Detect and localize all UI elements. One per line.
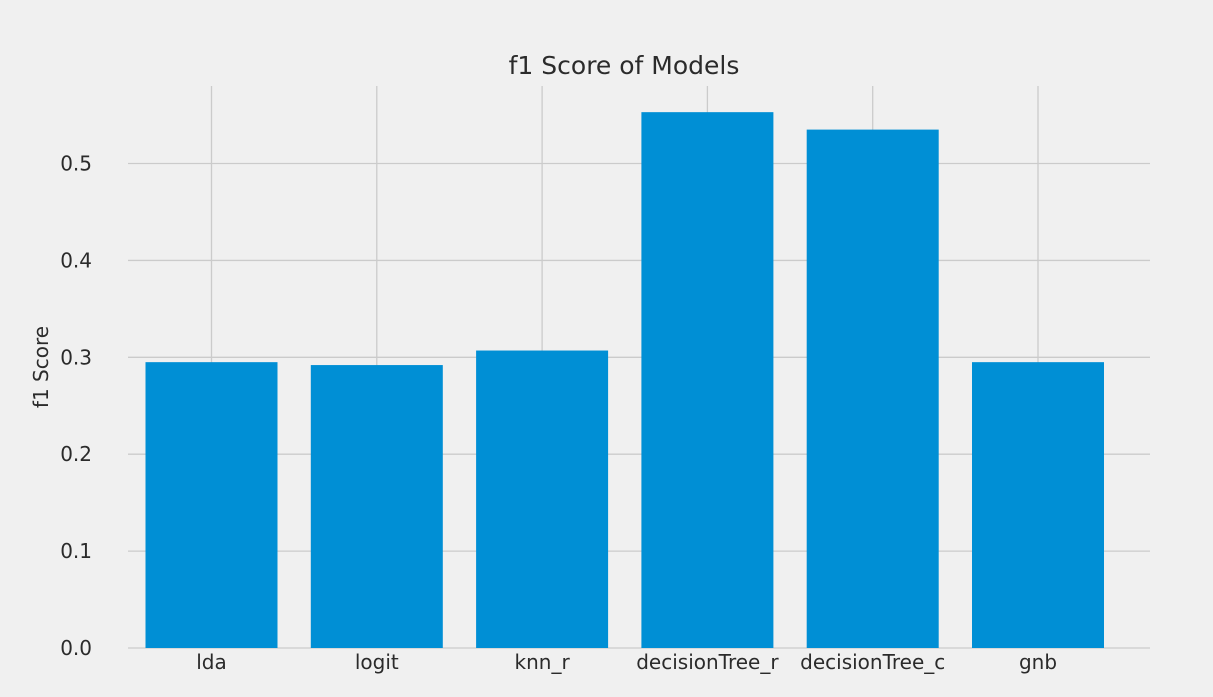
bar-gnb [972, 362, 1104, 648]
bar-decisionTree_r [641, 112, 774, 649]
bar-layer [145, 112, 1104, 649]
y-tick-label: 0.2 [60, 442, 92, 466]
chart-title: f1 Score of Models [509, 51, 740, 80]
y-axis-label: f1 Score [29, 326, 53, 408]
bar-knn_r [476, 350, 609, 648]
bar-logit [310, 365, 443, 648]
x-tick-label: decisionTree_r [636, 650, 779, 674]
x-tick-label: gnb [1019, 650, 1057, 674]
x-tick-label: lda [196, 650, 227, 674]
y-tick-label: 0.5 [60, 152, 92, 176]
bar-decisionTree_c [806, 129, 939, 648]
y-tick-label: 0.0 [60, 636, 92, 660]
y-axis-ticks: 0.0 0.1 0.2 0.3 0.4 0.5 [60, 152, 92, 660]
bar-lda [145, 362, 278, 648]
y-tick-label: 0.1 [60, 539, 92, 563]
y-tick-label: 0.4 [60, 248, 92, 272]
x-axis-ticks: lda logit knn_r decisionTree_r decisionTree_… [196, 650, 1057, 674]
y-tick-label: 0.3 [60, 345, 92, 369]
x-tick-label: decisionTree_c [800, 650, 945, 674]
x-tick-label: logit [355, 650, 399, 674]
x-tick-label: knn_r [515, 650, 571, 674]
